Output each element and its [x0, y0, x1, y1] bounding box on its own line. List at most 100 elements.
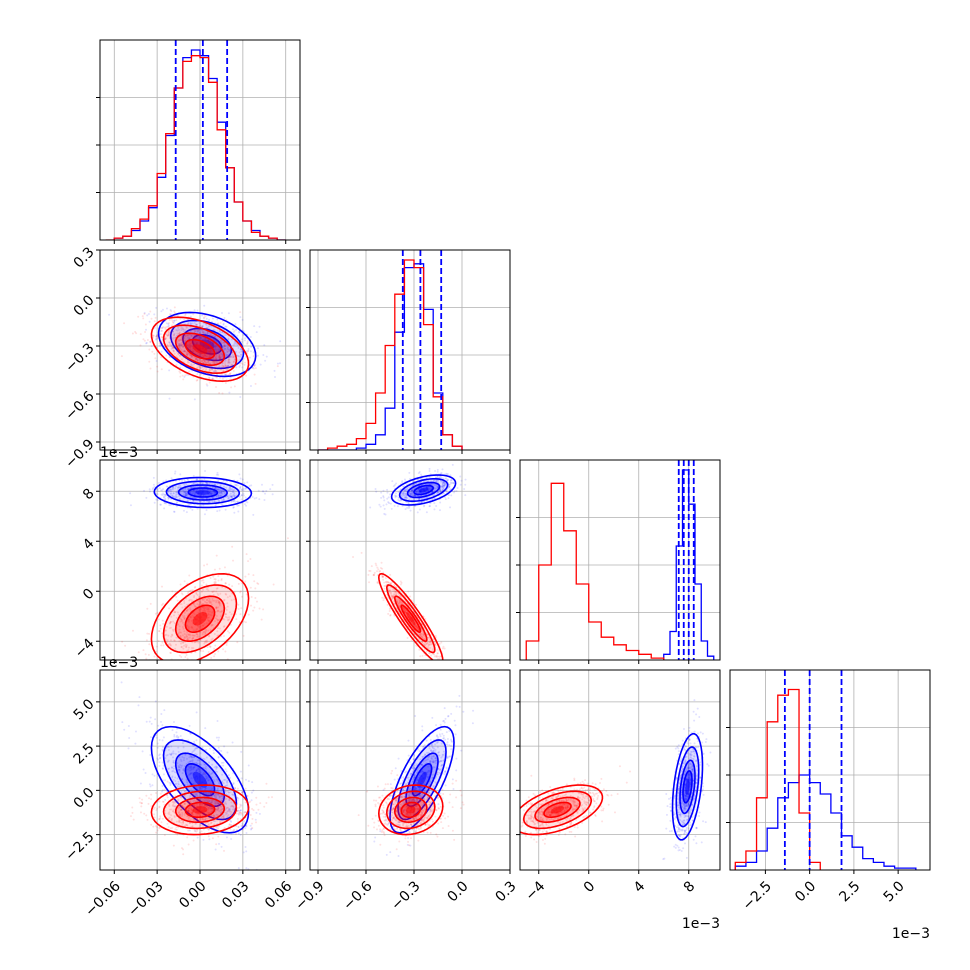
- scatter-point: [166, 334, 169, 337]
- scatter-point: [222, 366, 225, 369]
- scatter-point: [218, 365, 221, 368]
- scatter-point: [214, 359, 217, 362]
- scatter-point: [131, 332, 134, 335]
- scatter-point: [201, 324, 204, 327]
- scatter-point: [167, 491, 170, 494]
- scatter-point: [184, 675, 186, 677]
- scatter-point: [196, 478, 199, 481]
- scatter-point: [221, 319, 224, 322]
- scatter-point: [184, 492, 187, 495]
- scatter-point: [217, 842, 220, 845]
- scatter-point: [227, 497, 230, 500]
- scatter-point: [159, 333, 162, 336]
- scatter-point: [441, 468, 444, 471]
- scatter-point: [224, 365, 227, 368]
- scatter-point: [262, 608, 265, 611]
- scatter-point: [186, 351, 189, 354]
- scatter-point: [224, 363, 227, 366]
- scatter-point: [180, 358, 183, 361]
- scatter-point: [217, 356, 220, 359]
- scatter-point: [155, 306, 158, 309]
- scatter-point: [127, 747, 130, 750]
- scatter-point: [170, 477, 173, 480]
- scatter-point: [218, 360, 221, 363]
- scatter-point: [161, 785, 164, 788]
- scatter-point: [244, 488, 247, 491]
- scatter-point: [208, 350, 211, 353]
- scatter-point: [253, 373, 256, 376]
- scatter-point: [246, 350, 249, 353]
- scatter-point: [218, 391, 221, 394]
- scatter-point: [177, 344, 180, 347]
- scatter-point: [228, 391, 231, 394]
- scatter-point: [224, 325, 227, 328]
- scatter-point: [385, 503, 388, 506]
- scatter-point: [389, 613, 392, 616]
- scatter-point: [168, 343, 171, 346]
- scatter-point: [202, 368, 205, 371]
- scatter-point: [208, 377, 211, 380]
- scatter-point: [180, 343, 183, 346]
- scatter-point: [185, 352, 188, 355]
- scatter-point: [378, 570, 381, 573]
- scatter-point: [184, 339, 187, 342]
- scatter-point: [208, 381, 211, 384]
- scatter-point: [231, 374, 234, 377]
- scatter-point: [279, 340, 282, 343]
- scatter-point: [220, 342, 223, 345]
- scatter-point: [154, 357, 157, 360]
- scatter-point: [172, 321, 175, 324]
- scatter-point: [249, 558, 252, 561]
- scatter-point: [178, 332, 181, 335]
- scatter-point: [261, 490, 264, 493]
- scatter-point: [176, 491, 179, 494]
- scatter-point: [215, 554, 218, 557]
- scatter-point: [217, 322, 220, 325]
- scatter-point: [188, 724, 191, 727]
- scatter-point: [235, 483, 238, 486]
- scatter-point: [196, 359, 199, 362]
- scatter-point: [208, 350, 211, 353]
- scatter-point: [139, 333, 142, 336]
- scatter-point: [196, 323, 199, 326]
- scatter-point: [209, 351, 212, 354]
- scatter-point: [225, 365, 228, 368]
- scatter-point: [212, 337, 215, 340]
- scatter-point: [239, 833, 242, 836]
- scatter-point: [389, 573, 392, 576]
- scatter-point: [176, 486, 179, 489]
- scatter-point: [227, 359, 230, 362]
- scatter-point: [387, 612, 390, 615]
- scatter-point: [208, 347, 211, 350]
- scatter-point: [194, 335, 197, 338]
- panel-frame-2-2: [519, 459, 721, 661]
- scatter-point: [233, 493, 236, 496]
- scatter-point: [225, 836, 228, 839]
- scatter-point: [189, 507, 192, 510]
- scatter-point: [173, 510, 176, 513]
- scatter-point: [227, 489, 230, 492]
- scatter-point: [177, 339, 180, 342]
- scatter-point: [166, 334, 169, 337]
- scatter-point: [276, 362, 279, 365]
- scatter-point: [186, 361, 189, 364]
- scatter-point: [158, 340, 161, 343]
- scatter-point: [196, 309, 199, 312]
- scatter-point: [228, 356, 231, 359]
- scatter-point: [396, 505, 399, 508]
- scatter-point: [212, 359, 215, 362]
- scatter-point: [149, 340, 152, 343]
- scatter-point: [188, 353, 191, 356]
- scatter-point: [197, 329, 200, 332]
- scatter-point: [175, 505, 178, 508]
- scatter-point: [154, 718, 157, 721]
- scatter-point: [172, 349, 175, 352]
- scatter-point: [463, 488, 466, 491]
- scatter-point: [161, 329, 164, 332]
- scatter-point: [231, 351, 234, 354]
- scatter-point: [204, 323, 207, 326]
- scatter-point: [251, 495, 254, 498]
- scatter-point: [161, 321, 164, 324]
- scatter-point: [160, 350, 163, 353]
- scatter-point: [190, 342, 193, 345]
